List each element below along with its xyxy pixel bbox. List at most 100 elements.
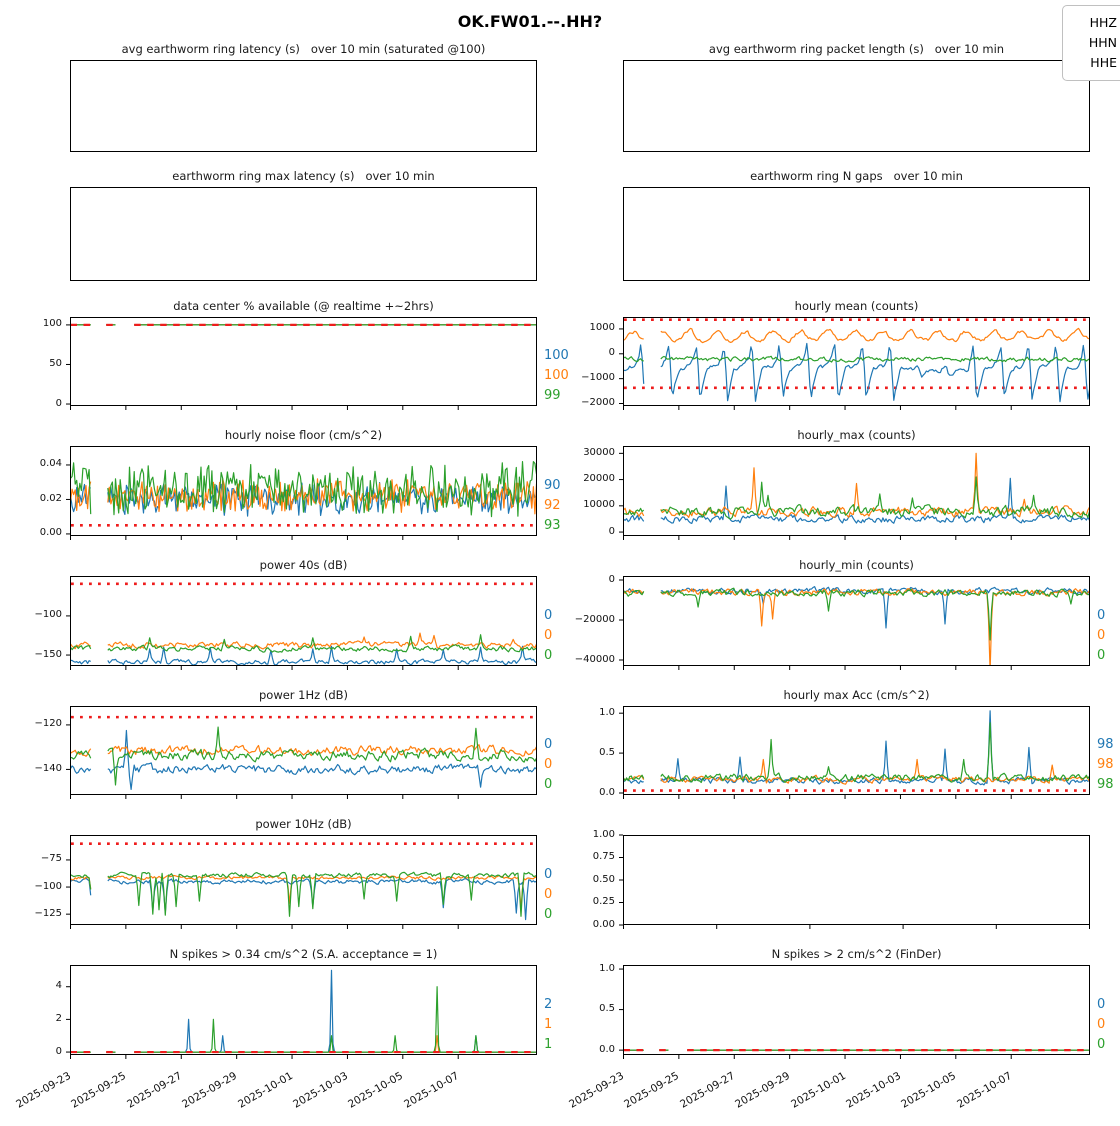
legend-item-hhn: HHN — [1088, 35, 1117, 50]
plot-canvas — [66, 446, 537, 540]
y-tick-label: −20000 — [574, 613, 615, 625]
side-label: 98 — [1097, 737, 1114, 752]
y-tick-label: 1.0 — [599, 706, 615, 718]
series-side-labels: 0 0 0 — [544, 865, 552, 925]
side-label: 0 — [544, 867, 553, 882]
subplot-title: hourly_min (counts) — [799, 558, 914, 572]
legend-item-hhe: HHE — [1090, 55, 1117, 70]
side-label: 93 — [544, 518, 561, 533]
side-label: 0 — [1097, 608, 1106, 623]
subplot-title: earthworm ring N gaps over 10 min — [750, 169, 963, 183]
subplot-title: N spikes > 2 cm/s^2 (FinDer) — [771, 947, 942, 961]
plot-canvas — [619, 317, 1090, 410]
y-tick-label: 0.50 — [592, 873, 615, 885]
y-tick-label: 30000 — [583, 446, 615, 458]
series-side-labels: 98 98 98 — [1097, 735, 1114, 795]
side-label: 90 — [544, 478, 561, 493]
plot-canvas — [619, 965, 1090, 1059]
side-label: 0 — [1097, 1017, 1106, 1032]
side-label: 92 — [544, 498, 561, 513]
subplot-hourly-min: hourly_min (counts) −40000 −20000 0 0 0 0 — [575, 558, 1105, 670]
y-tick-label: 0 — [608, 573, 615, 585]
subplot-ring-n-gaps: earthworm ring N gaps over 10 min — [623, 169, 1090, 281]
y-tick-label: 100 — [42, 318, 62, 330]
series-side-labels: 100 100 99 — [544, 346, 569, 406]
subplot-title: earthworm ring max latency (s) over 10 m… — [172, 169, 435, 183]
series-side-labels: 0 0 0 — [544, 735, 552, 795]
y-tick-label: 2 — [55, 1012, 62, 1024]
legend-item-hhz: HHZ — [1089, 15, 1117, 30]
y-tick-label: 1000 — [589, 322, 615, 334]
subplot-title: data center % available (@ realtime +~2h… — [173, 299, 434, 313]
plot-canvas — [66, 706, 537, 799]
y-tick-label: 0.0 — [599, 786, 615, 798]
side-label: 0 — [1097, 648, 1106, 663]
series-side-labels: 90 92 93 — [544, 476, 561, 536]
y-tick-label: 0 — [608, 347, 615, 359]
subplot-title: power 1Hz (dB) — [258, 688, 349, 702]
y-tick-label: −140 — [34, 762, 62, 774]
y-tick-label: 1.00 — [592, 828, 615, 840]
side-label: 98 — [1097, 757, 1114, 772]
subplot-avg-ring-latency: avg earthworm ring latency (s) over 10 m… — [70, 42, 537, 152]
subplot-title: avg earthworm ring latency (s) over 10 m… — [121, 42, 486, 56]
subplot-title: hourly mean (counts) — [794, 299, 919, 313]
y-tick-label: 10000 — [583, 499, 615, 511]
y-tick-label: 0.02 — [39, 492, 62, 504]
plot-canvas — [66, 576, 537, 670]
y-tick-label: 0.25 — [592, 896, 615, 907]
plot-canvas — [66, 965, 537, 1059]
side-label: 0 — [1097, 1037, 1106, 1052]
subplot-title: power 40s (dB) — [259, 558, 348, 572]
subplot-power-40s: power 40s (dB) −150 −100 0 0 0 — [35, 558, 552, 670]
y-tick-label: 0.75 — [592, 851, 615, 862]
side-label: 98 — [1097, 777, 1114, 792]
subplot-n-spikes-finder: N spikes > 2 cm/s^2 (FinDer) 0.0 0.5 1.0 0 0 0… — [567, 947, 1105, 1111]
y-tick-label: −150 — [34, 648, 62, 660]
channel-legend: HHZ HHN HHE — [1061, 5, 1120, 81]
side-label: 0 — [1097, 628, 1106, 643]
y-tick-label: 0.5 — [599, 746, 615, 758]
side-label: 0 — [544, 628, 553, 643]
side-label: 100 — [544, 368, 569, 383]
side-label: 0 — [544, 737, 553, 752]
y-tick-label: 20000 — [583, 473, 615, 485]
subplot-hourly-noise-floor: hourly noise floor (cm/s^2) 0.00 0.02 0.04 9… — [40, 428, 561, 540]
plot-canvas — [623, 187, 1090, 281]
side-label: 0 — [544, 608, 553, 623]
y-tick-label: −40000 — [574, 653, 615, 665]
y-tick-label: −125 — [34, 907, 62, 919]
subplot-n-spikes-sa: N spikes > 0.34 cm/s^2 (S.A. acceptance … — [14, 947, 552, 1111]
subplot-data-center-pct-available: data center % available (@ realtime +~2h… — [43, 299, 569, 410]
side-label: 100 — [544, 348, 569, 363]
plot-canvas — [66, 317, 537, 410]
side-label: 99 — [544, 388, 561, 403]
y-tick-label: 0.00 — [592, 918, 615, 930]
side-label: 0 — [544, 887, 553, 902]
subplot-title: hourly noise floor (cm/s^2) — [224, 428, 383, 442]
y-tick-label: 0.5 — [599, 1003, 615, 1015]
side-label: 0 — [544, 907, 553, 922]
y-tick-label: −120 — [34, 718, 62, 730]
side-label: 2 — [544, 997, 553, 1012]
series-side-labels: 0 0 0 — [1097, 995, 1105, 1055]
y-tick-label: −100 — [34, 609, 62, 621]
plot-canvas — [619, 706, 1090, 799]
subplot-avg-ring-packet-length: avg earthworm ring packet length (s) ove… — [623, 42, 1090, 152]
side-label: 0 — [1097, 997, 1106, 1012]
plot-canvas — [619, 446, 1090, 540]
side-label: 0 — [544, 777, 553, 792]
y-tick-label: −75 — [40, 853, 62, 865]
plot-canvas — [619, 576, 1090, 670]
subplot-title: N spikes > 0.34 cm/s^2 (S.A. acceptance … — [169, 947, 438, 961]
plot-canvas — [70, 187, 537, 281]
subplot-title: power 10Hz (dB) — [255, 817, 352, 831]
series-side-labels: 2 1 1 — [544, 995, 552, 1055]
y-tick-label: 50 — [49, 357, 62, 369]
side-label: 0 — [544, 648, 553, 663]
subplot-hourly-max-acc: hourly max Acc (cm/s^2) 0.0 0.5 1.0 98 98 98 — [599, 688, 1114, 799]
y-tick-label: 0 — [55, 397, 62, 409]
y-tick-label: 0.04 — [39, 458, 62, 470]
subplot-ring-max-latency: earthworm ring max latency (s) over 10 m… — [70, 169, 537, 281]
